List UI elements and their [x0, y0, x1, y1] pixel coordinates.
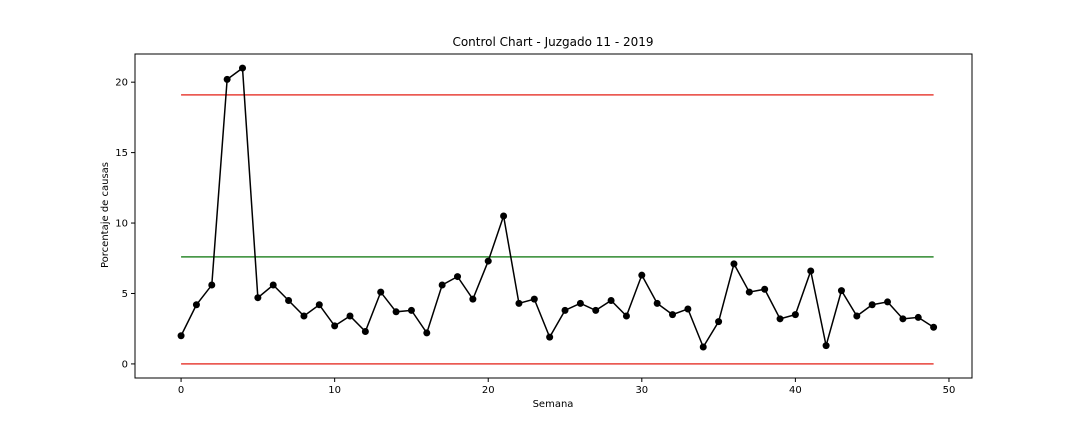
data-point — [684, 305, 692, 313]
data-point — [315, 301, 323, 309]
y-tick-label: 20 — [115, 78, 128, 89]
data-point — [592, 306, 600, 314]
data-point — [515, 299, 523, 307]
data-point — [546, 333, 554, 341]
data-point — [822, 342, 830, 350]
y-tick-label: 0 — [122, 359, 128, 370]
data-point — [454, 273, 462, 281]
x-tick-label: 0 — [178, 385, 184, 396]
x-axis-label: Semana — [533, 399, 574, 410]
data-point — [208, 281, 216, 289]
y-tick-label: 5 — [122, 289, 128, 300]
data-point — [346, 312, 354, 320]
data-point — [285, 297, 293, 305]
data-point — [622, 312, 630, 320]
plot-area: 0 10 20 30 40 50 0 5 10 15 20 — [115, 53, 973, 396]
x-tick-label: 50 — [943, 385, 956, 396]
x-tick-label: 10 — [328, 385, 341, 396]
data-point — [653, 299, 661, 307]
data-point — [868, 301, 876, 309]
data-point — [223, 75, 231, 83]
chart-title: Control Chart - Juzgado 11 - 2019 — [452, 35, 653, 49]
data-point — [776, 315, 784, 323]
data-point — [377, 288, 385, 296]
data-point — [853, 312, 861, 320]
data-point — [530, 295, 538, 303]
data-point — [807, 267, 815, 275]
data-point — [745, 288, 753, 296]
data-point — [791, 311, 799, 319]
data-point — [607, 297, 615, 305]
plot-frame — [134, 53, 973, 379]
data-point — [392, 308, 400, 316]
x-tick-label: 40 — [789, 385, 802, 396]
data-point — [761, 285, 769, 293]
data-point — [669, 311, 677, 319]
x-tick-label: 30 — [635, 385, 648, 396]
data-point — [914, 313, 922, 321]
data-point — [469, 295, 477, 303]
data-point — [730, 260, 738, 268]
data-point — [899, 315, 907, 323]
data-point — [561, 306, 569, 314]
data-point — [254, 294, 262, 302]
y-tick-label: 15 — [115, 148, 128, 159]
data-point — [715, 318, 723, 326]
data-point — [269, 281, 277, 289]
data-point — [500, 212, 508, 220]
data-point — [638, 271, 646, 279]
y-axis-label: Porcentaje de causas — [100, 162, 111, 268]
x-tick-label: 20 — [482, 385, 495, 396]
data-point — [484, 257, 492, 265]
data-point — [423, 329, 431, 337]
data-point — [361, 328, 369, 336]
data-point — [407, 306, 415, 314]
data-point — [300, 312, 308, 320]
data-point — [239, 64, 247, 72]
data-point — [331, 322, 339, 330]
data-point — [192, 301, 200, 309]
data-point — [438, 281, 446, 289]
series-line — [180, 66, 935, 349]
data-point — [884, 298, 892, 306]
data-point — [930, 323, 938, 331]
data-point — [699, 343, 707, 351]
data-point — [837, 287, 845, 295]
data-point — [576, 299, 584, 307]
data-point — [177, 332, 185, 340]
y-tick-label: 10 — [115, 219, 128, 230]
